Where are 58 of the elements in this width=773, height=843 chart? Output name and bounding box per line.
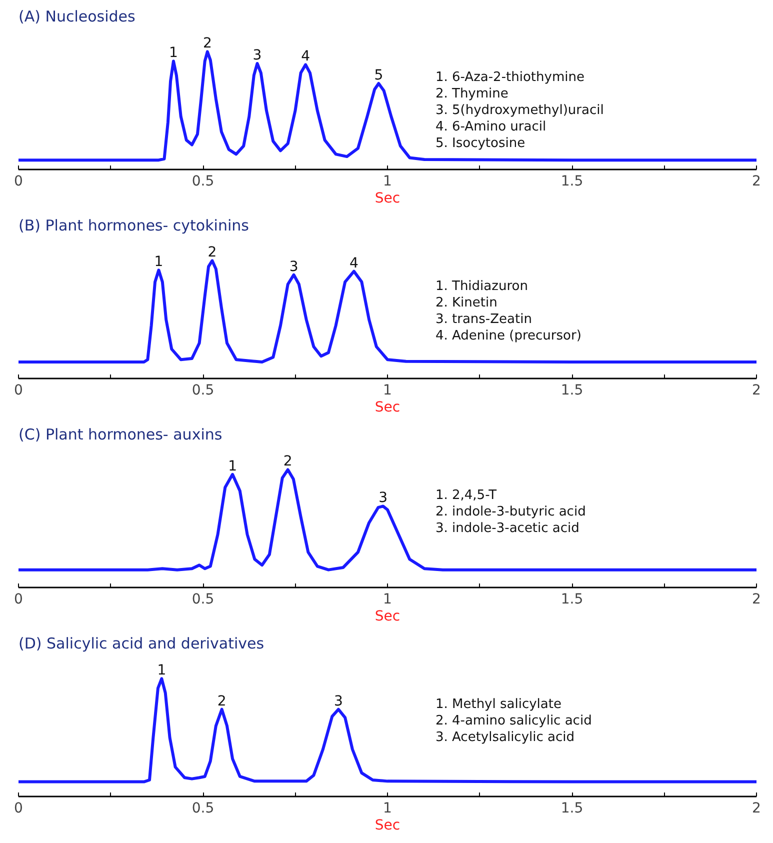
chart-title: (D) Salicylic acid and derivatives [18,634,264,652]
x-axis-title: Sec [374,190,400,206]
x-tick-label: 0.5 [192,382,214,398]
x-axis-title: Sec [374,608,400,624]
annotation: 3. 5(hydroxymethyl)uracil [435,103,604,118]
chart-title: (B) Plant hormones- cytokinins [18,216,250,234]
annotation: 2 [208,244,217,261]
annotation: 3. indole-3-acetic acid [435,521,580,536]
annotation: 1. Methyl salicylate [435,697,562,712]
x-axis-title: Sec [374,400,400,416]
annotation: 1 [228,458,237,474]
x-tick-label: 0 [14,174,23,190]
x-tick-label: 1.5 [560,800,584,816]
x-tick-label: 2 [752,174,761,190]
annotation: 2 [217,693,226,710]
annotation: 2. Thymine [435,86,508,102]
chart-title: (A) Nucleosides [18,8,136,26]
annotation: 4 [301,48,310,65]
annotation: 2 [202,36,212,52]
annotation: 3 [289,258,298,275]
x-tick-label: 1.5 [560,174,584,190]
x-tick-label: 2 [752,800,761,816]
annotation: 4. Adenine (precursor) [435,328,582,344]
x-tick-label: 0 [14,592,23,608]
x-tick-label: 0.5 [192,174,214,190]
x-tick-label: 2 [752,592,761,608]
x-tick-label: 0.5 [192,800,214,816]
annotation: 5 [374,68,384,84]
x-tick-label: 1 [383,592,392,608]
x-tick-label: 1.5 [560,592,584,608]
annotation: 1 [157,662,166,679]
x-tick-label: 1 [383,382,392,398]
x-tick-label: 1 [383,174,392,190]
annotation: 2. 4-amino salicylic acid [435,714,592,729]
x-tick-label: 0.5 [192,592,214,608]
chart-title: (C) Plant hormones- auxins [18,426,222,444]
annotation: 3 [252,47,262,64]
annotation: 2. Kinetin [435,296,498,311]
annotation: 3. trans-Zeatin [435,312,532,328]
annotation: 3. Acetylsalicylic acid [435,730,575,746]
annotation: 1 [154,254,164,270]
annotation: 1. Thidiazuron [435,279,528,294]
annotation: 3 [378,490,388,506]
annotation: 1 [169,45,178,62]
x-tick-label: 1.5 [560,382,584,398]
annotation: 2 [283,454,292,470]
annotation: 1. 2,4,5-T [435,488,497,504]
annotation: 1. 6-Aza-2-thiothymine [435,70,584,86]
annotation: 4 [349,255,358,272]
x-tick-label: 0 [14,800,23,816]
x-axis-title: Sec [374,818,400,834]
annotation: 4. 6-Amino uracil [435,120,546,135]
annotation: 2. indole-3-butyric acid [435,504,586,520]
x-tick-label: 2 [752,382,761,398]
x-tick-label: 0 [14,382,23,398]
annotation: 3 [334,693,343,710]
x-tick-label: 1 [383,800,392,816]
annotation: 5. Isocytosine [435,136,526,152]
